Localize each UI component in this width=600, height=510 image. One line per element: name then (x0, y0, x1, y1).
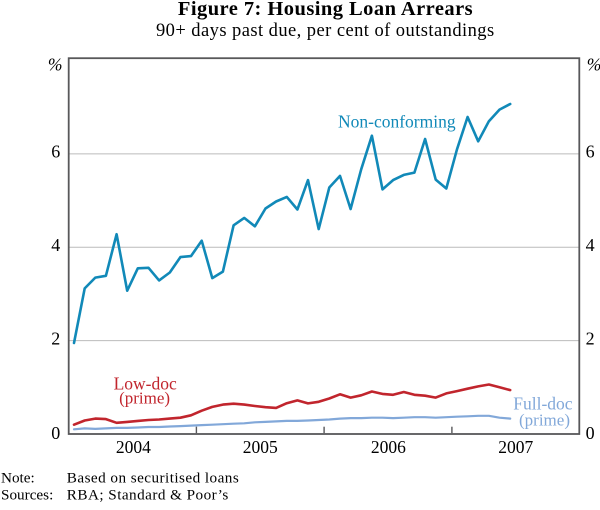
svg-text:2: 2 (51, 328, 60, 348)
svg-text:Full-doc: Full-doc (513, 394, 573, 414)
svg-text:6: 6 (51, 142, 60, 162)
svg-text:Low-doc: Low-doc (114, 373, 177, 393)
svg-text:2007: 2007 (498, 437, 533, 457)
svg-text:(prime): (prime) (519, 410, 570, 429)
svg-text:2004: 2004 (116, 437, 151, 457)
svg-text:RBA; Standard & Poor’s: RBA; Standard & Poor’s (67, 487, 229, 504)
svg-text:4: 4 (586, 235, 595, 255)
svg-text:2: 2 (586, 328, 595, 348)
svg-text:%: % (587, 54, 600, 74)
svg-text:90+ days past due, per cent of: 90+ days past due, per cent of outstandi… (156, 21, 495, 41)
svg-text:0: 0 (586, 423, 595, 443)
svg-text:Based on securitised loans: Based on securitised loans (67, 470, 239, 487)
svg-text:Sources:: Sources: (1, 487, 53, 504)
svg-text:Figure 7: Housing Loan Arrears: Figure 7: Housing Loan Arrears (178, 0, 473, 20)
svg-text:(prime): (prime) (119, 388, 170, 407)
svg-text:Note:: Note: (1, 470, 35, 487)
svg-text:2006: 2006 (371, 437, 406, 457)
svg-text:Non-conforming: Non-conforming (338, 111, 456, 131)
svg-text:0: 0 (51, 423, 60, 443)
svg-text:4: 4 (51, 235, 60, 255)
svg-text:6: 6 (586, 142, 595, 162)
svg-text:%: % (48, 54, 63, 74)
svg-text:2005: 2005 (243, 437, 278, 457)
